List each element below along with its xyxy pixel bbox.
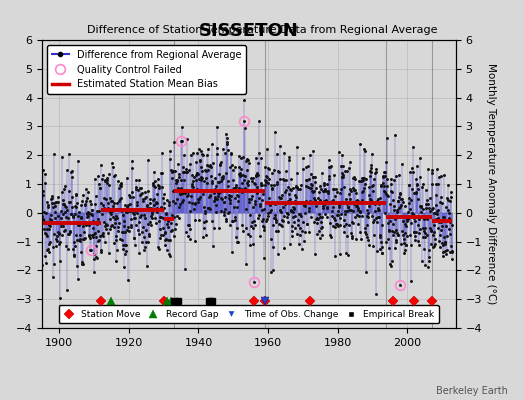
Text: Berkeley Earth: Berkeley Earth xyxy=(436,386,508,396)
Y-axis label: Monthly Temperature Anomaly Difference (°C): Monthly Temperature Anomaly Difference (… xyxy=(486,63,496,305)
Legend: Station Move, Record Gap, Time of Obs. Change, Empirical Break: Station Move, Record Gap, Time of Obs. C… xyxy=(59,306,439,324)
Text: Difference of Station Temperature Data from Regional Average: Difference of Station Temperature Data f… xyxy=(87,25,437,35)
Title: SISSETON: SISSETON xyxy=(199,22,299,40)
